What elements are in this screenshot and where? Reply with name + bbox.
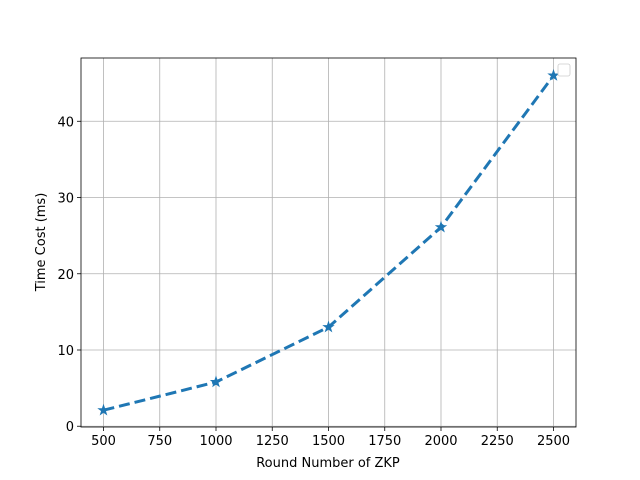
axes-frame (80, 57, 577, 428)
x-axis-label: Round Number of ZKP (256, 456, 400, 471)
x-tick-label: 1000 (199, 434, 232, 449)
x-tick-label: 1750 (368, 434, 401, 449)
y-tick-label: 40 (57, 115, 74, 130)
x-tick-label: 750 (147, 434, 172, 449)
y-tick-label: 30 (57, 192, 74, 207)
legend (557, 63, 571, 77)
x-tick-label: 2000 (424, 434, 457, 449)
x-tick-label: 2500 (537, 434, 570, 449)
data-point (322, 320, 335, 333)
y-axis-label: Time Cost (ms) (34, 193, 49, 293)
x-tick-label: 2250 (481, 434, 514, 449)
data-point (97, 403, 110, 416)
data-point (547, 69, 560, 81)
x-tick-label: 1250 (256, 434, 289, 449)
x-tick-label: 500 (91, 434, 116, 449)
y-tick-label: 0 (66, 420, 74, 435)
data-point (209, 375, 223, 388)
y-tick-label: 20 (57, 268, 74, 283)
data-point (434, 220, 448, 233)
x-tick-label: 1500 (312, 434, 345, 449)
y-tick-label: 10 (57, 344, 74, 359)
